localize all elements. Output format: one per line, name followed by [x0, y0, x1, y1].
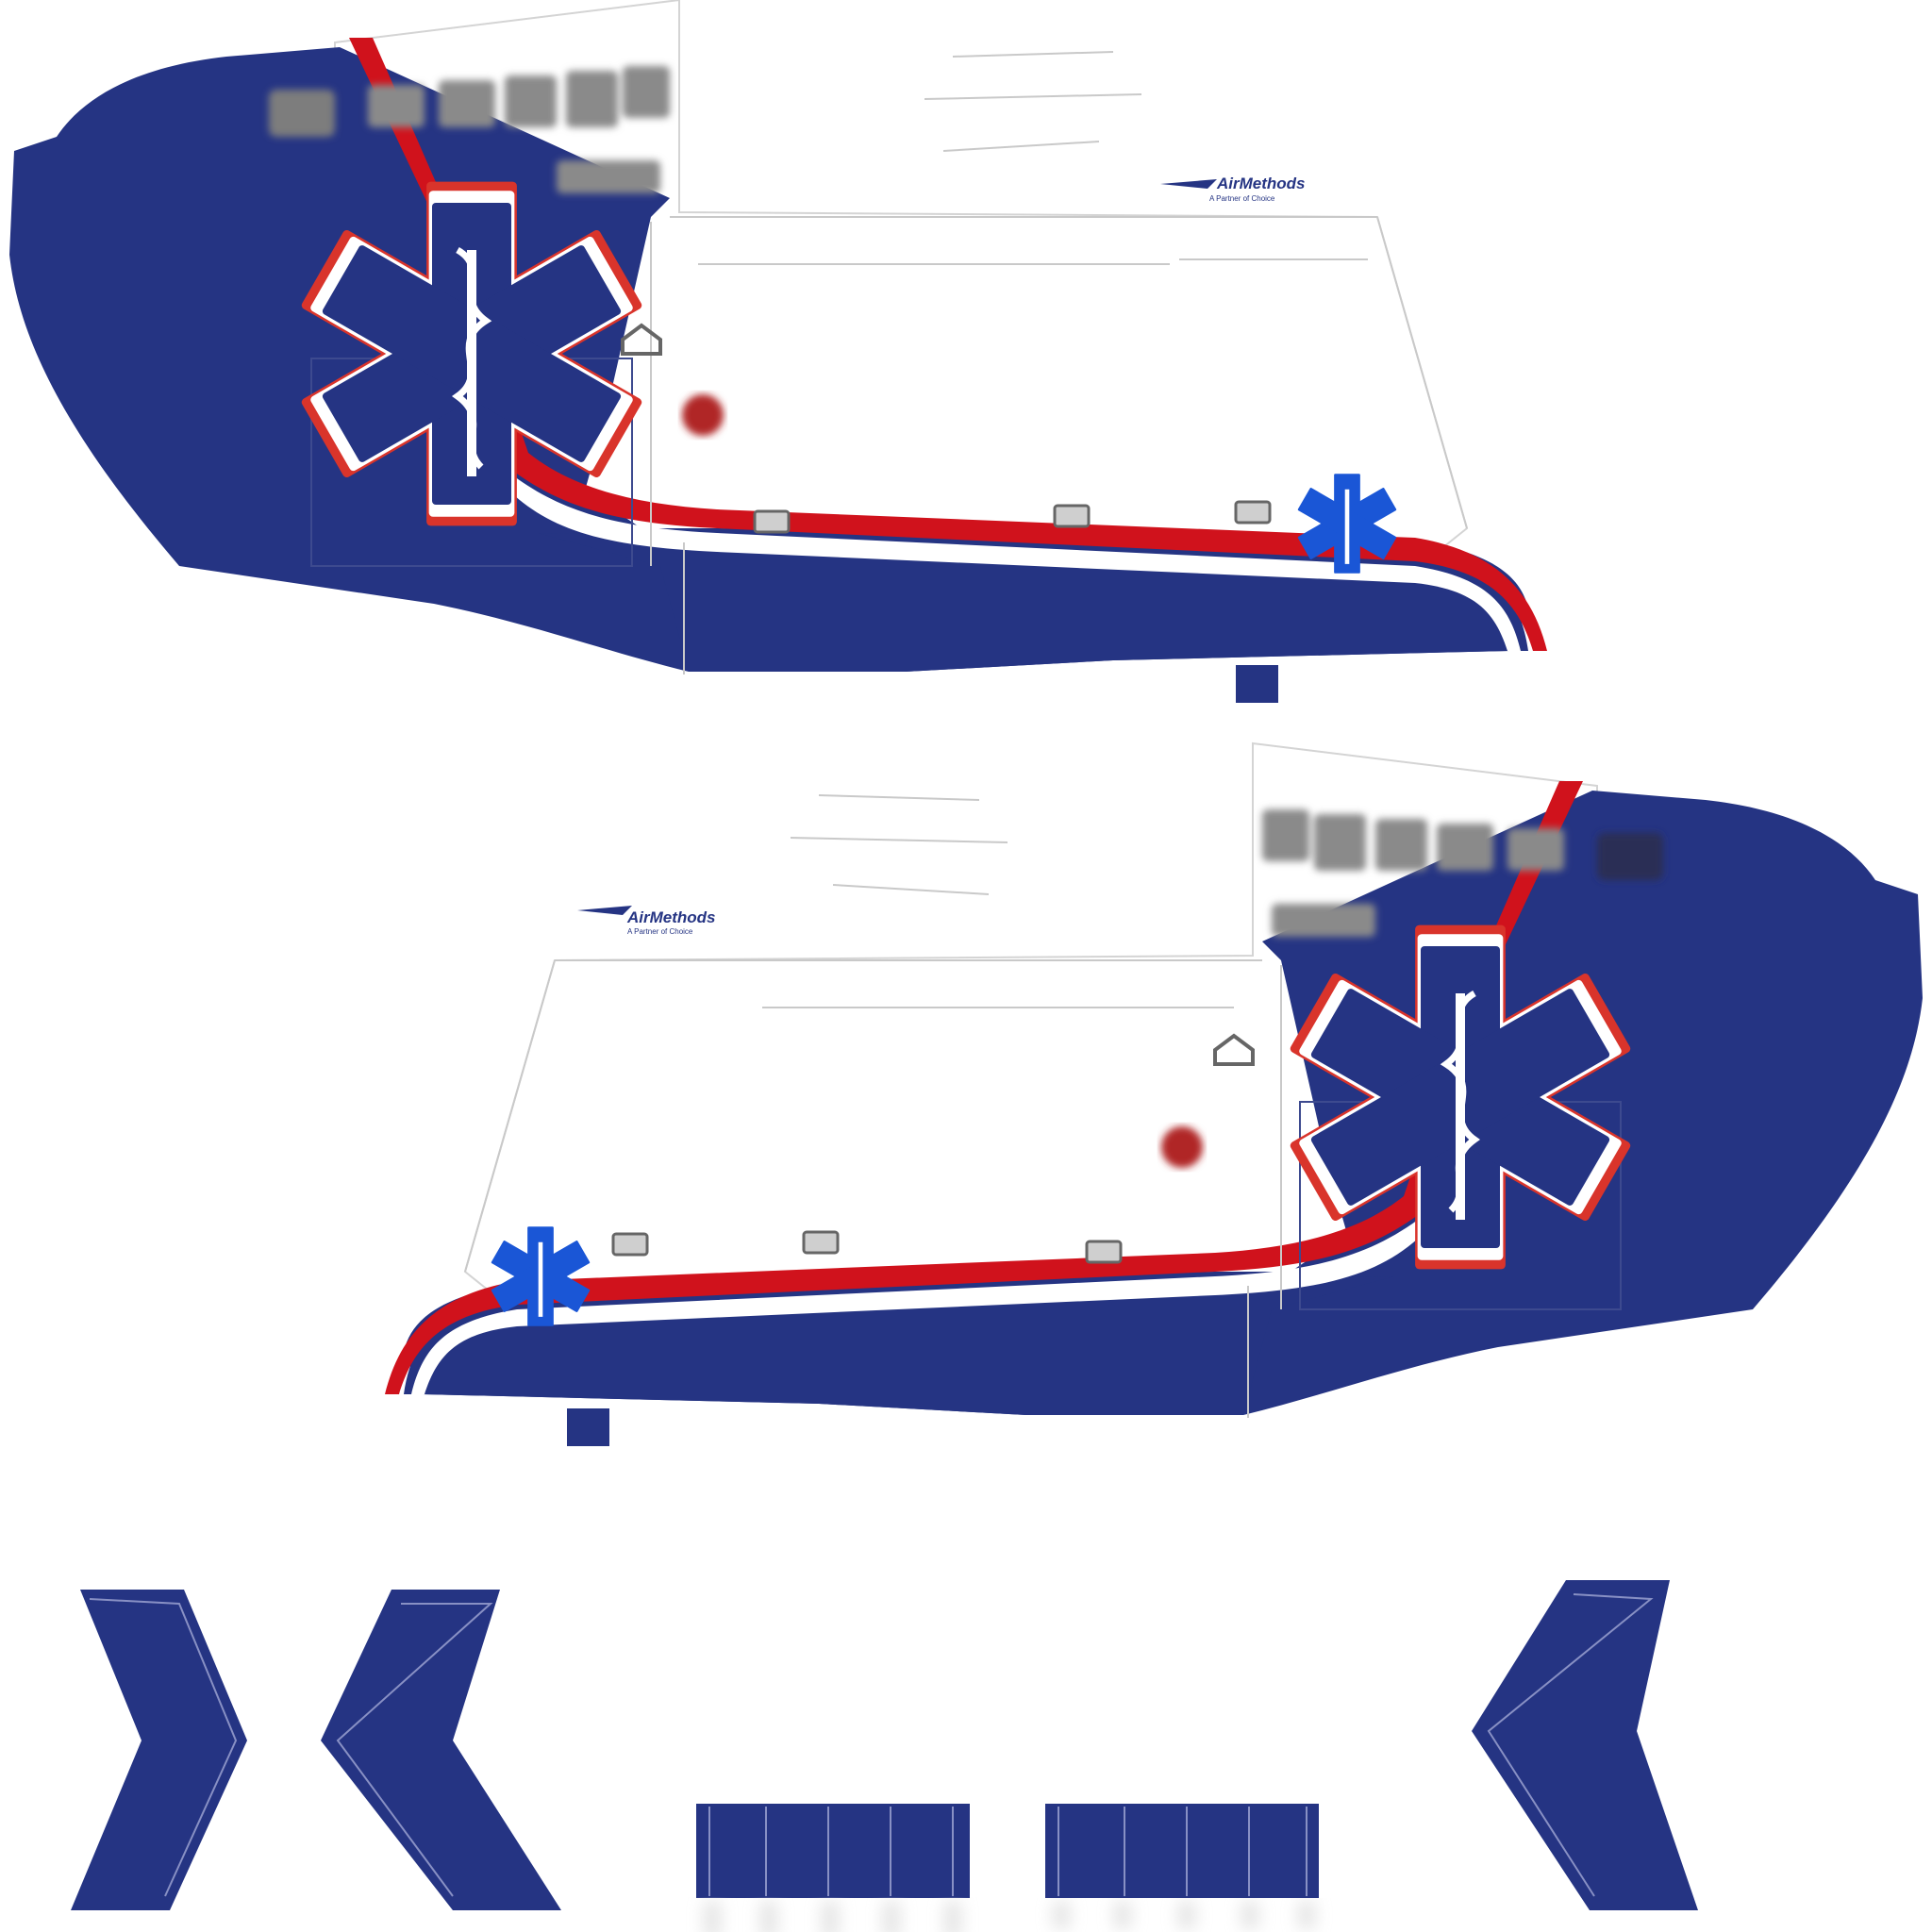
stabilizer-left — [696, 1804, 970, 1932]
stripe-red — [349, 38, 1547, 651]
fin-right — [1472, 1580, 1698, 1910]
cockpit-windows — [269, 66, 670, 193]
star-of-life-icon — [300, 181, 643, 526]
fuselage-panel-right — [385, 741, 1923, 1446]
small-star-of-life-icon — [1297, 474, 1397, 574]
logo-tagline: A Partner of Choice — [627, 927, 693, 936]
airmethods-logo-left: AirMethods A Partner of Choice — [1160, 175, 1306, 203]
logo-tagline: A Partner of Choice — [1209, 194, 1275, 203]
nose-navy-paint — [9, 47, 1528, 672]
small-star-of-life-icon — [491, 1226, 591, 1326]
small-parts — [71, 1580, 1698, 1932]
star-of-life-icon — [1289, 924, 1632, 1270]
logo-brand: AirMethods — [626, 908, 716, 926]
red-beacon-icon — [682, 394, 724, 436]
fuselage-panel-left: AirMethods A Partner of Choice — [9, 0, 1547, 703]
stabilizer-right — [1045, 1804, 1319, 1929]
fin-left-inner — [321, 1590, 561, 1910]
logo-brand: AirMethods — [1216, 175, 1306, 192]
airmethods-logo-right: AirMethods A Partner of Choice — [577, 906, 716, 936]
fin-left-outer — [71, 1590, 247, 1910]
